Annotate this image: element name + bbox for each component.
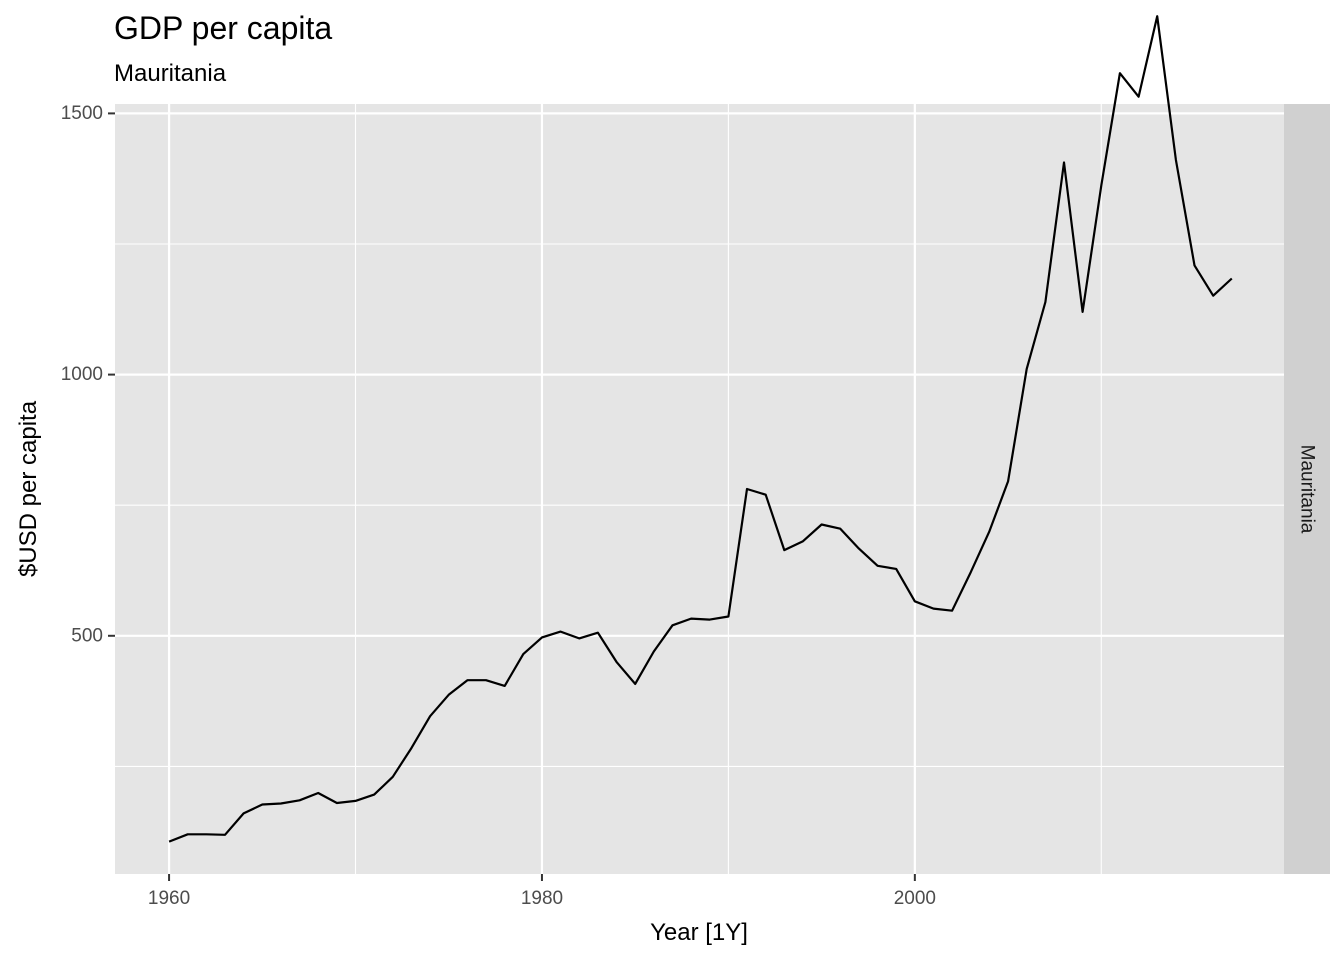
facet-strip <box>1284 104 1330 874</box>
major-gridlines <box>115 104 1284 874</box>
minor-gridlines <box>115 104 1284 874</box>
y-tick-label: 1500 <box>61 103 103 124</box>
y-tick-label: 500 <box>71 625 103 646</box>
gdp-series-line <box>168 15 1233 843</box>
chart-title: GDP per capita <box>114 10 332 46</box>
y-axis: 500 1000 1500 <box>61 103 115 646</box>
chart-subtitle: Mauritania <box>114 60 227 87</box>
facet-strip-label: Mauritania <box>1297 445 1318 534</box>
x-axis-label: Year [1Y] <box>650 919 748 946</box>
x-tick-label: 2000 <box>894 888 936 909</box>
x-axis: 1960 1980 2000 <box>148 874 936 909</box>
x-tick-label: 1960 <box>148 888 190 909</box>
x-tick-label: 1980 <box>521 888 563 909</box>
y-tick-label: 1000 <box>61 364 103 385</box>
y-axis-label: $USD per capita <box>15 400 42 577</box>
plot-panel <box>115 104 1284 874</box>
